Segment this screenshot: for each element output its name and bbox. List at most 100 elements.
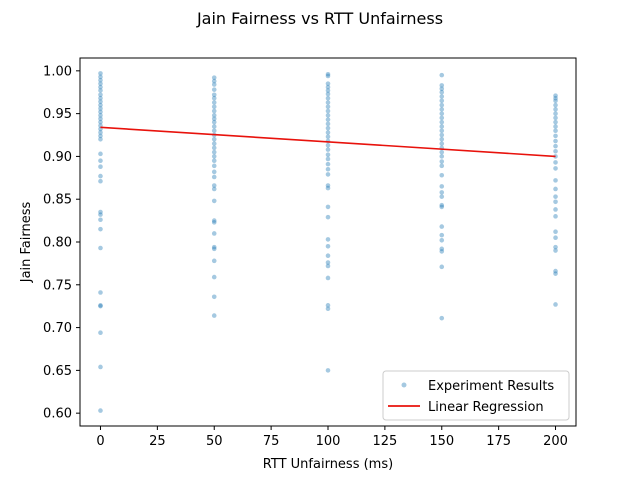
- data-point: [98, 178, 103, 184]
- data-point: [211, 218, 217, 223]
- data-point: [439, 249, 445, 254]
- data-point: [98, 88, 103, 93]
- data-point: [553, 166, 558, 171]
- data-point: [325, 185, 331, 191]
- data-point: [325, 88, 331, 93]
- data-point: [211, 108, 217, 114]
- data-point: [439, 86, 445, 92]
- chart-title: Jain Fairness vs RTT Unfairness: [196, 9, 443, 28]
- y-tick-label: 0.75: [43, 278, 72, 293]
- data-point: [553, 93, 558, 98]
- data-point: [325, 134, 331, 140]
- data-point: [553, 95, 558, 101]
- data-point: [211, 246, 217, 252]
- data-point: [98, 212, 103, 217]
- data-point: [325, 263, 331, 269]
- data-point: [325, 108, 331, 114]
- data-point: [553, 119, 558, 125]
- data-point: [211, 231, 217, 236]
- data-point: [325, 95, 331, 101]
- data-point: [98, 130, 103, 135]
- data-point: [325, 73, 331, 79]
- data-point: [553, 178, 558, 183]
- data-point: [325, 147, 331, 152]
- data-point: [98, 303, 103, 309]
- y-axis-title: Jain Fairness: [19, 202, 34, 284]
- x-tick-label: 25: [149, 434, 166, 449]
- data-point: [553, 268, 558, 274]
- data-point: [211, 244, 217, 250]
- data-point: [439, 194, 445, 199]
- data-point: [325, 214, 331, 220]
- data-point: [439, 184, 445, 189]
- data-point: [325, 84, 331, 90]
- data-point: [211, 145, 217, 151]
- legend: Experiment Results Linear Regression: [382, 370, 570, 421]
- data-point: [98, 116, 103, 122]
- data-point: [325, 91, 331, 97]
- data-point: [98, 303, 103, 308]
- y-tick-label: 0.70: [43, 321, 72, 336]
- data-point: [553, 115, 558, 121]
- data-point: [98, 71, 103, 76]
- data-point: [211, 154, 217, 159]
- data-point: [211, 174, 217, 180]
- legend-marker-experiment-results: [401, 382, 407, 388]
- data-point: [325, 243, 331, 249]
- data-point: [211, 92, 217, 98]
- data-point: [553, 207, 558, 212]
- data-point: [211, 186, 217, 192]
- data-point: [98, 109, 103, 115]
- data-point: [211, 183, 217, 188]
- data-point: [325, 156, 331, 162]
- data-point: [439, 132, 445, 138]
- data-point: [211, 149, 217, 155]
- data-point: [211, 75, 217, 80]
- data-point: [553, 199, 558, 205]
- data-point: [211, 258, 217, 264]
- data-point: [211, 119, 217, 125]
- data-point: [98, 245, 103, 251]
- data-point: [325, 100, 331, 105]
- data-point: [211, 95, 217, 101]
- data-point: [439, 190, 445, 195]
- data-point: [98, 106, 103, 111]
- data-point: [98, 364, 103, 370]
- data-point: [439, 89, 445, 95]
- data-point: [439, 83, 445, 88]
- data-point: [553, 107, 558, 112]
- x-tick-label: 100: [316, 434, 341, 449]
- y-tick-label: 0.60: [43, 407, 72, 422]
- data-point: [439, 137, 445, 142]
- data-point: [553, 229, 558, 235]
- data-point: [439, 119, 445, 125]
- data-point: [439, 107, 445, 112]
- data-point: [98, 113, 103, 118]
- data-point: [98, 77, 103, 83]
- data-point: [98, 81, 103, 86]
- data-point: [211, 116, 217, 122]
- data-point: [553, 214, 558, 219]
- data-point: [211, 294, 217, 300]
- data-point: [211, 220, 217, 225]
- data-point: [211, 169, 217, 175]
- plot-area: [80, 58, 576, 426]
- x-tick-label: 125: [372, 434, 397, 449]
- data-point: [325, 130, 331, 135]
- x-tick-label: 0: [96, 434, 104, 449]
- data-point: [98, 217, 103, 223]
- data-point: [439, 72, 445, 78]
- data-point: [553, 302, 558, 307]
- data-point: [553, 194, 558, 199]
- x-axis: 0 25 50 75 100 125 150 175 200: [96, 426, 568, 449]
- data-point: [325, 303, 331, 308]
- data-point: [98, 173, 103, 179]
- data-point: [211, 124, 217, 129]
- data-point: [439, 124, 445, 129]
- data-point: [553, 124, 558, 129]
- data-point: [325, 306, 331, 312]
- data-point: [439, 224, 445, 229]
- legend-box: [382, 370, 570, 421]
- data-point: [211, 313, 217, 318]
- data-point: [439, 315, 445, 321]
